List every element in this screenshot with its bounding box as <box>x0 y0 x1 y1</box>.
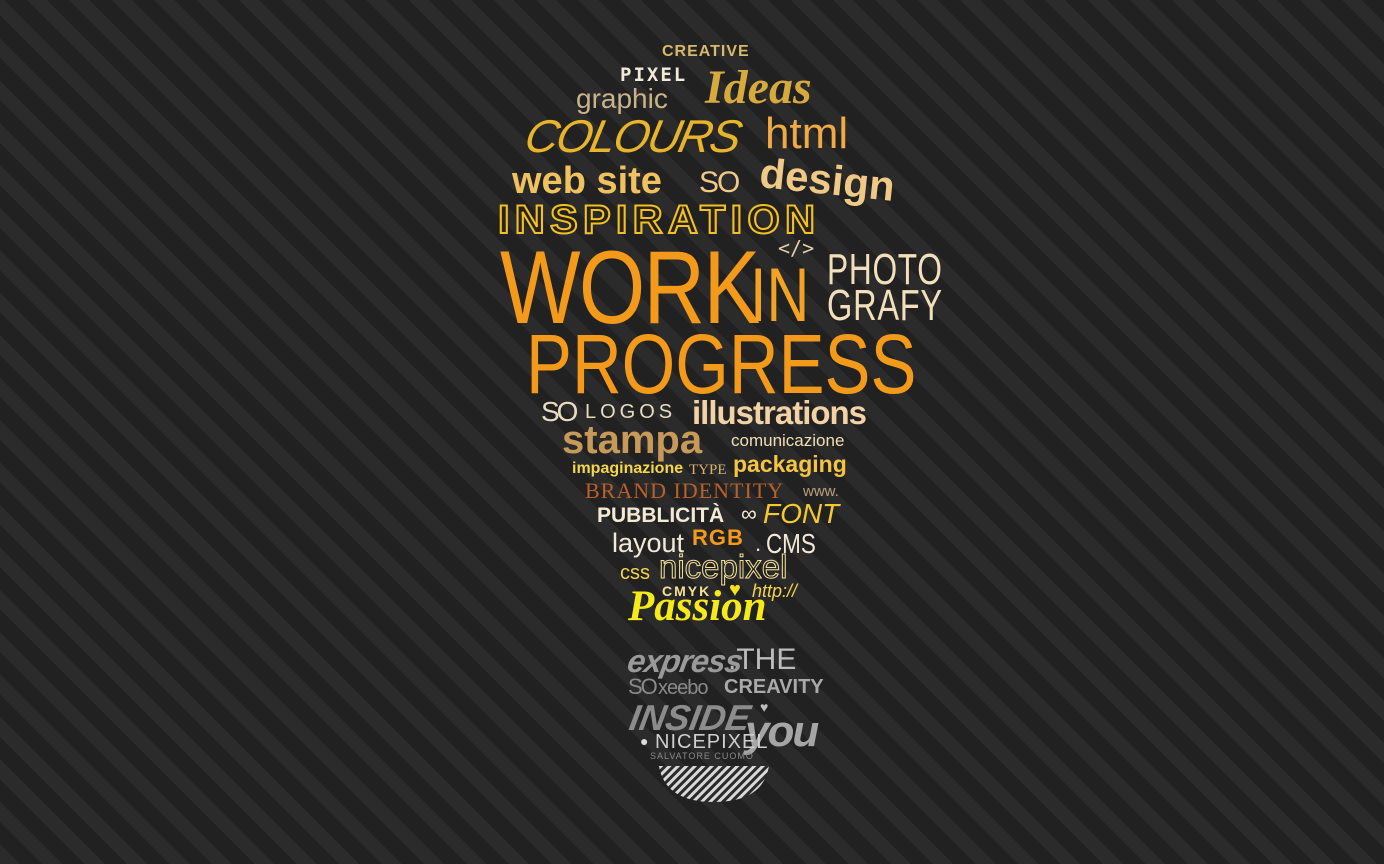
lightbulb-mini-icon: ● <box>640 733 649 749</box>
word-passion: Passion <box>628 583 767 630</box>
word-layout: layout <box>612 528 685 558</box>
word-web-site: web site <box>512 160 662 202</box>
word-ideas: Ideas <box>705 61 812 114</box>
word-stampa: stampa <box>562 418 703 462</box>
word-html: html <box>765 109 849 158</box>
word-pubblicita: PUBBLICITÀ <box>597 504 725 527</box>
word-code: </> <box>778 236 815 260</box>
word-creavity: CREAVITY <box>724 676 824 698</box>
word-you: you <box>745 707 819 756</box>
word-brand-identity: BRAND IDENTITY <box>585 478 785 503</box>
word-cms: CMS <box>766 528 816 559</box>
word-colours: COLOURS <box>520 110 746 162</box>
word-dot: . <box>755 531 762 556</box>
word-grafy: GRAFY <box>827 281 943 330</box>
word-graphic: graphic <box>576 83 668 114</box>
word-rgb: RGB <box>692 525 744 550</box>
word-salvatore: SALVATORE CUOMO <box>650 751 754 761</box>
word-logos: LOGOS <box>585 401 677 423</box>
word-type: TYPE <box>689 462 727 478</box>
word-express: express <box>624 643 746 679</box>
word-illustrations: illustrations <box>692 394 867 431</box>
word-nicepixel-1: nicepixel <box>658 548 788 585</box>
word-cmyk: CMYK <box>662 583 712 599</box>
word-so-3: SO <box>628 674 658 699</box>
word-packaging: packaging <box>733 451 847 477</box>
word-http: http:// <box>752 581 798 601</box>
word-impaginazione: impaginazione <box>572 460 684 477</box>
word-xeebo: xeebo <box>658 677 708 699</box>
word-creative: CREATIVE <box>662 43 750 60</box>
word-so-2: SO <box>541 396 579 427</box>
heart-icon: ♥ <box>729 579 741 601</box>
word-css: css <box>620 562 650 584</box>
word-progress: PROGRESS <box>526 317 917 411</box>
word-inspiration: INSPIRATION <box>497 198 821 242</box>
word-comunicazione: comunicazione <box>731 431 845 450</box>
heart-icon-small: ♥ <box>760 699 769 715</box>
word-nicepixel-2: NICEPIXEL <box>655 731 769 753</box>
word-in: IN <box>750 253 810 338</box>
word-font: FONT <box>763 498 840 529</box>
word-so-1: SO <box>699 166 740 199</box>
word-photo: PHOTO <box>827 245 943 294</box>
word-www: www. <box>803 483 839 500</box>
word-work: WORK <box>500 230 760 346</box>
word-pixel: PIXEL <box>620 64 688 86</box>
bulb-cap <box>659 766 769 802</box>
word-the: .THE <box>728 643 797 676</box>
word-infinity: ∞ <box>741 501 757 526</box>
